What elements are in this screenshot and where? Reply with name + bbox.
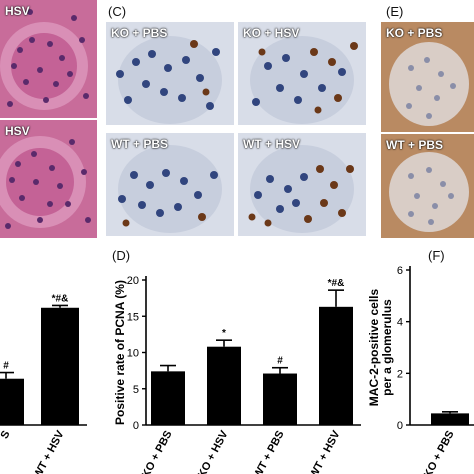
mac2-tissue-image [381,134,474,238]
y-tick-label: 4 [397,317,403,329]
bar [41,307,79,425]
y-tick-label: 10 [127,348,139,360]
mac2-tissue-image [381,22,474,132]
y-tick-label: 5 [133,384,139,396]
y-tick-label: 2 [397,368,403,380]
micrograph-ko-pbs: KO + PBS [106,22,234,125]
ihc-tissue-image [106,22,234,125]
x-tick-label-clipped: S [0,429,13,441]
y-tick-label: 15 [127,311,139,323]
bar [207,346,241,425]
bar-chart-3: 0 2 4 6 MAC-2-positive cells per a glomerulus… [367,265,474,474]
ihc-tissue-image [106,133,234,236]
micrograph-label: HSV [5,4,30,18]
y-axis-label: MAC-2-positive cells [367,288,381,406]
significance-label: *#& [52,293,69,304]
x-tick-label: KO + HSV [196,428,231,474]
bar [0,378,24,425]
panel-label-c: (C) [108,4,127,19]
y-tick-label: 6 [397,265,403,277]
x-tick-label: KO + PBS [140,429,175,474]
y-axis-label: Positive rate of PCNA (%) [113,280,127,425]
micrograph-he-top: HSV [0,0,97,118]
micrograph-label: KO + PBS [386,26,443,40]
bar-chart-1: # *#& WT + HSV [0,293,87,474]
micrograph-label: WT + HSV [243,137,301,151]
significance-label: # [3,361,9,372]
significance-label: * [222,328,226,339]
x-tick-label: KO + PBS [422,429,457,474]
y-axis-label: per a glomerulus [380,299,394,396]
micrograph-mac2-wt-pbs: WT + PBS [381,134,474,238]
panel-label-f: (F) [428,248,445,263]
micrograph-label: KO + HSV [243,26,300,40]
ihc-tissue-image [238,22,366,125]
micrograph-wt-hsv: WT + HSV [238,133,366,236]
micrograph-mac2-ko-pbs: KO + PBS [381,22,474,132]
x-tick-label: WT + HSV [308,428,343,474]
bar [431,413,469,425]
y-tick-label: 0 [397,420,403,432]
bar [151,371,185,425]
significance-label: *#& [328,278,345,289]
micrograph-label: HSV [5,124,30,138]
bar [263,373,297,425]
micrograph-he-bottom: HSV [0,120,97,238]
x-tick-label: WT + HSV [32,428,67,474]
he-tissue-image [0,0,97,118]
micrograph-label: KO + PBS [111,26,168,40]
panel-label-d: (D) [112,248,131,263]
micrograph-wt-pbs: WT + PBS [106,133,234,236]
y-tick-label: 20 [127,275,139,287]
bar [319,306,353,425]
y-tick-label: 0 [133,420,139,432]
significance-label: # [277,356,283,367]
x-tick-label: WT + PBS [252,429,287,474]
he-tissue-image [0,120,97,238]
panel-label-e: (E) [386,4,404,19]
micrograph-label: WT + PBS [386,138,444,152]
ihc-tissue-image [238,133,366,236]
micrograph-label: WT + PBS [111,137,169,151]
micrograph-ko-hsv: KO + HSV [238,22,366,125]
